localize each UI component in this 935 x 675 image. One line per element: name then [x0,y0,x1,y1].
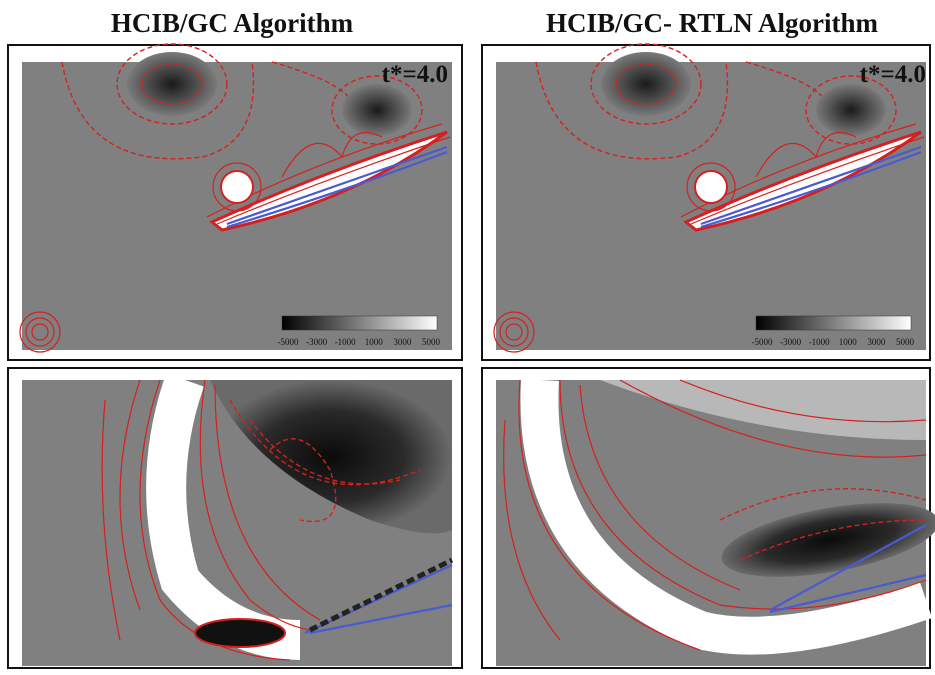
colorbar-label: 3000 [393,337,412,347]
column-title: HCIB/GC Algorithm [111,8,354,38]
column-title: HCIB/GC- RTLN Algorithm [546,8,879,38]
colorbar-label: -5000 [278,337,299,347]
vorticity-plot [494,44,926,352]
colorbar-label: -1000 [809,337,830,347]
colorbar-label: 5000 [896,337,915,347]
figure: HCIB/GC Algorithm HCIB/GC- RTLN Algorith… [0,0,935,675]
colorbar-label: -3000 [780,337,801,347]
colorbar-label: -3000 [306,337,327,347]
zoom-plot [22,380,452,666]
colorbar-label: 1000 [365,337,384,347]
colorbar-label: -5000 [752,337,773,347]
colorbar-label: -1000 [335,337,356,347]
colorbar-label: 1000 [839,337,858,347]
time-label: t*=4.0 [860,61,926,88]
vorticity-plot [20,44,452,352]
colorbar-label: 3000 [867,337,886,347]
colorbar-label: 5000 [422,337,441,347]
time-label: t*=4.0 [382,61,448,88]
zoom-plot [496,380,935,666]
